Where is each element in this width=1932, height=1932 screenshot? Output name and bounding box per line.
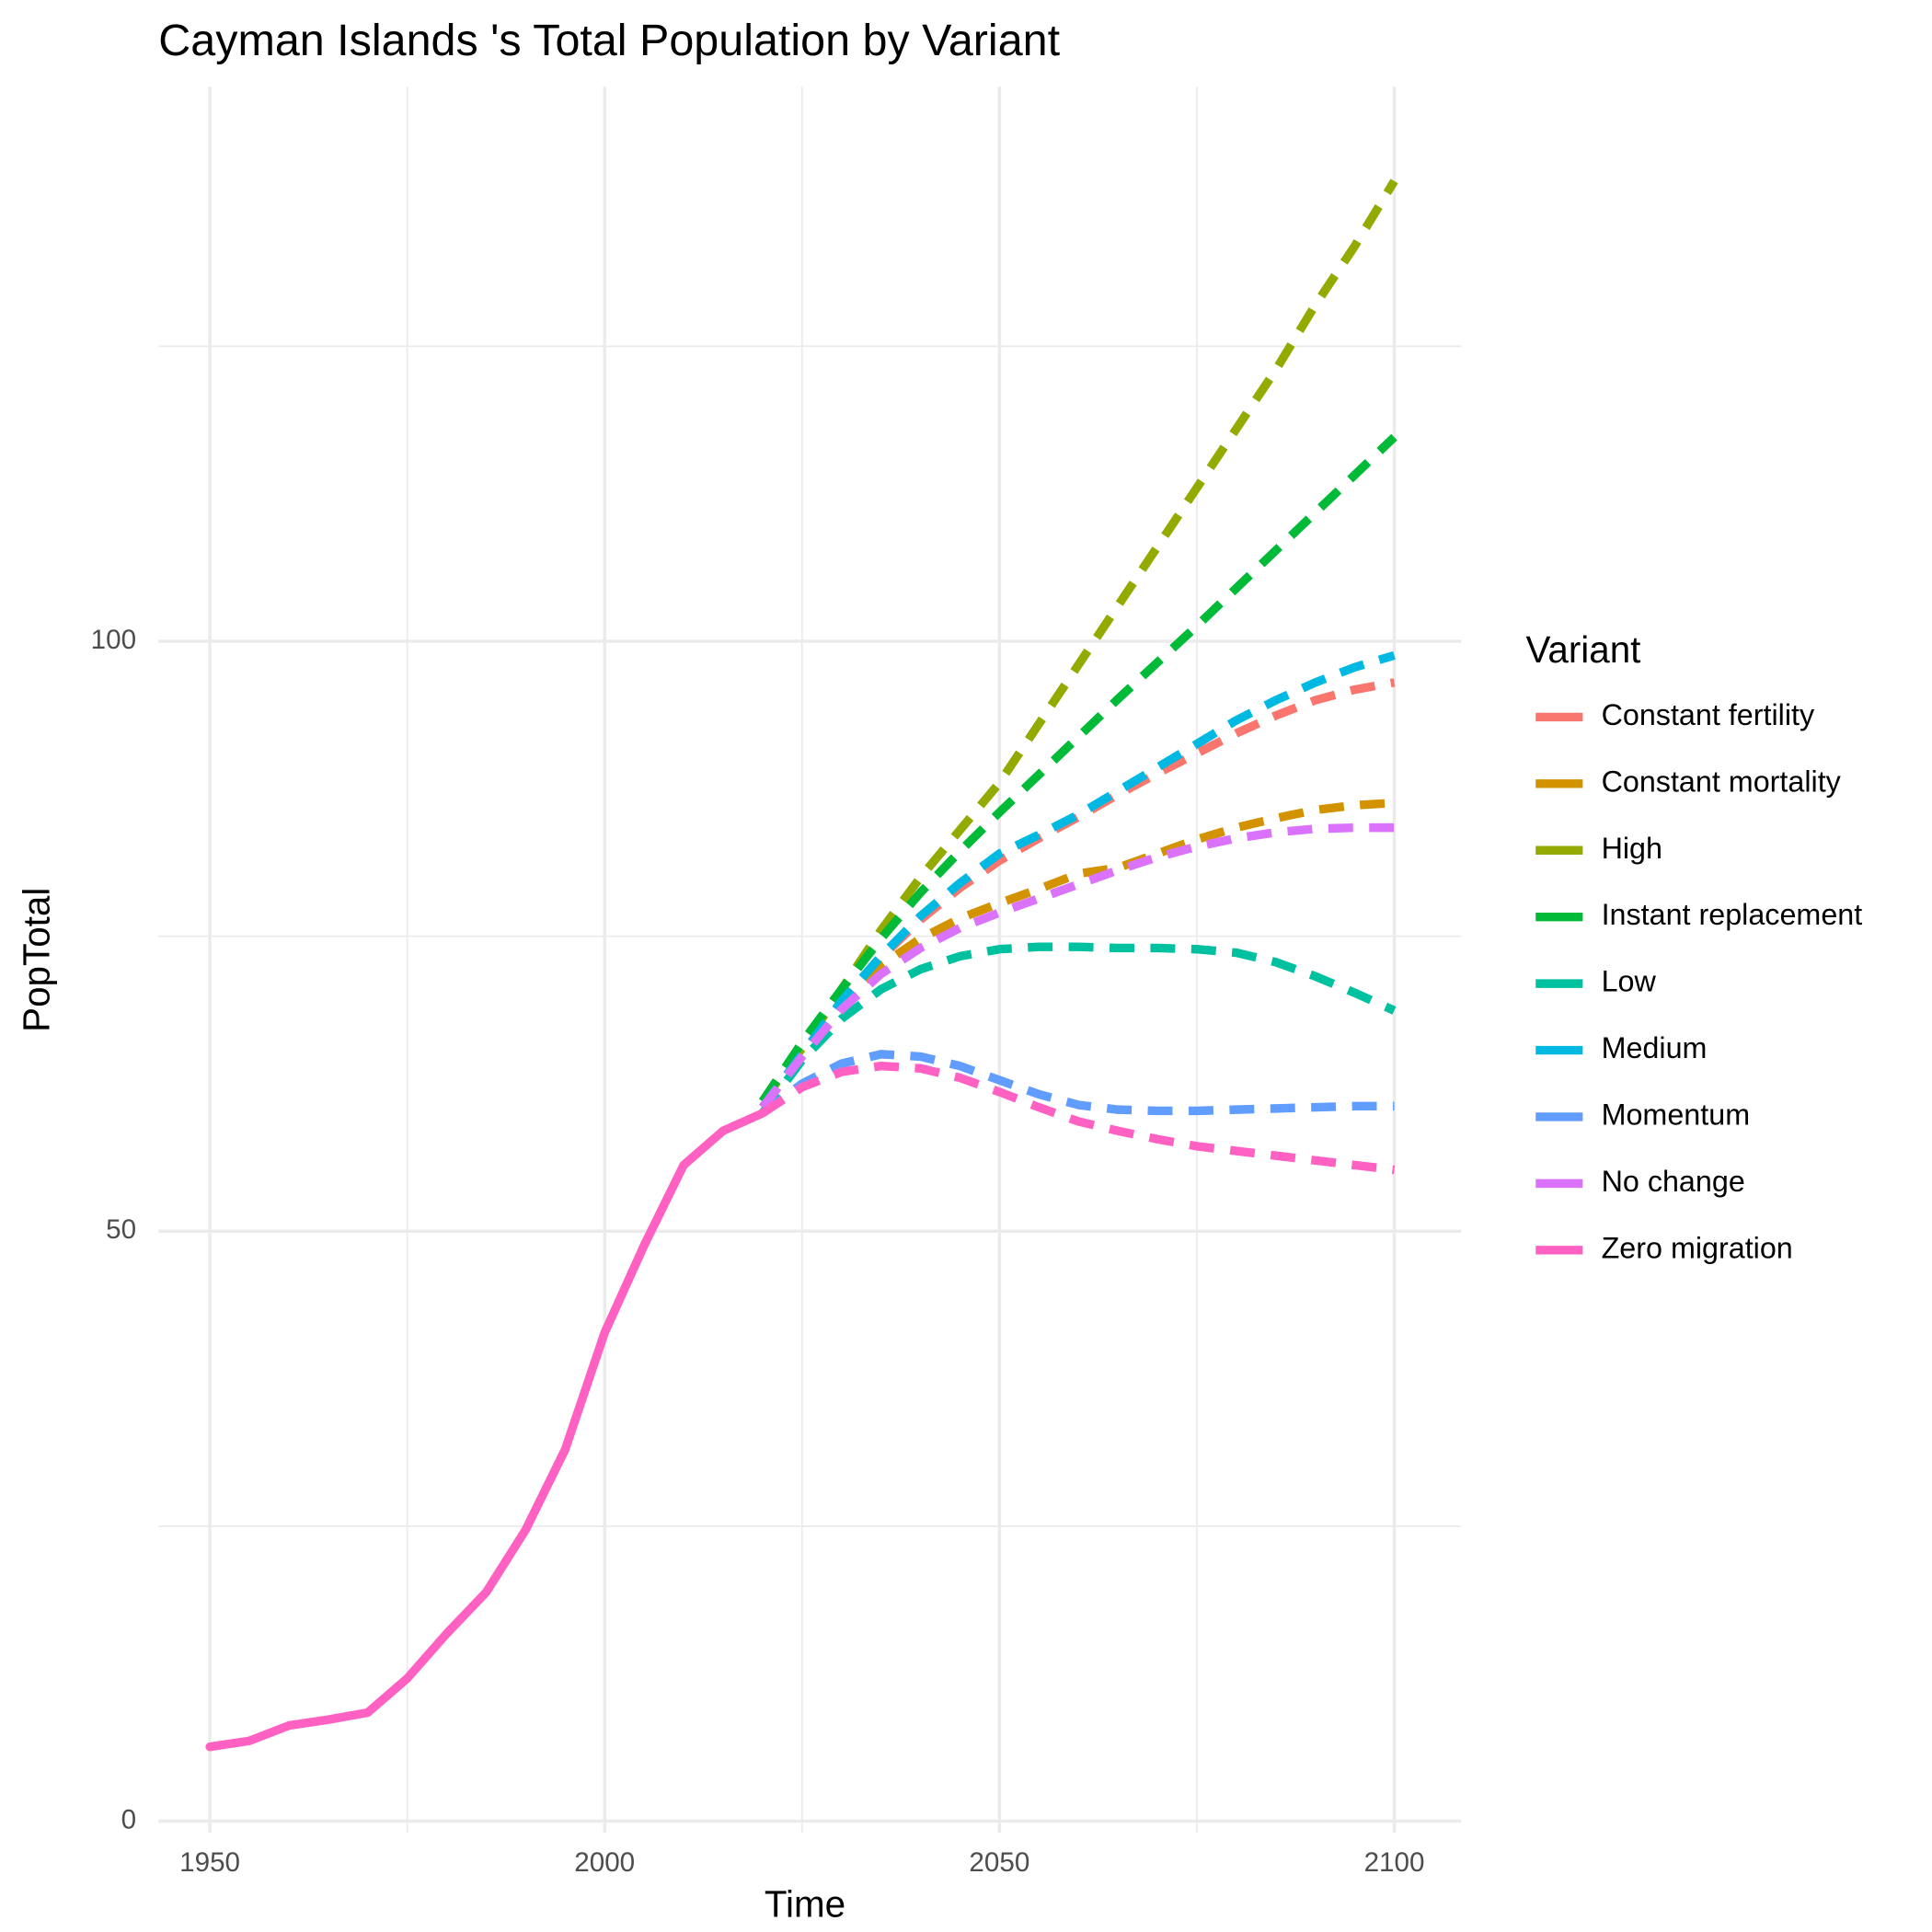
projection-line bbox=[759, 798, 1395, 1110]
y-axis-title: PopTotal bbox=[16, 888, 58, 1032]
legend: Constant fertility Constant mortality High… bbox=[1535, 698, 1862, 1264]
legend-label: Zero migration bbox=[1602, 1231, 1793, 1264]
legend-title: Variant bbox=[1525, 628, 1640, 671]
plot-lines bbox=[205, 178, 1398, 1752]
legend-label: No change bbox=[1602, 1165, 1745, 1198]
x-tick-label: 2050 bbox=[969, 1847, 1029, 1878]
projection-line bbox=[759, 650, 1396, 1110]
x-tick-label: 2100 bbox=[1364, 1847, 1425, 1878]
y-tick-label: 50 bbox=[106, 1214, 136, 1245]
projection-line bbox=[759, 942, 1397, 1116]
legend-label: Constant fertility bbox=[1602, 698, 1815, 731]
x-tick-label: 2000 bbox=[574, 1847, 635, 1878]
legend-label: Instant replacement bbox=[1602, 898, 1863, 931]
history-line bbox=[205, 1109, 767, 1752]
projection-line bbox=[760, 1061, 1396, 1175]
projection-line bbox=[759, 678, 1396, 1110]
grid: 0 50 100 1950 2000 2050 2100 bbox=[91, 86, 1462, 1878]
y-tick-label: 0 bbox=[121, 1804, 136, 1834]
legend-label: Constant mortality bbox=[1602, 765, 1842, 798]
legend-label: High bbox=[1602, 832, 1662, 865]
projection-line bbox=[760, 1050, 1395, 1117]
y-tick-label: 100 bbox=[91, 625, 136, 655]
x-tick-label: 1950 bbox=[179, 1847, 240, 1878]
x-axis-title: Time bbox=[765, 1883, 845, 1926]
chart-title: Cayman Islands 's Total Population by Va… bbox=[158, 16, 1060, 65]
projection-line bbox=[759, 822, 1395, 1110]
projection-line bbox=[758, 433, 1397, 1104]
legend-label: Medium bbox=[1602, 1031, 1708, 1064]
legend-label: Low bbox=[1602, 965, 1657, 998]
legend-label: Momentum bbox=[1602, 1098, 1751, 1131]
